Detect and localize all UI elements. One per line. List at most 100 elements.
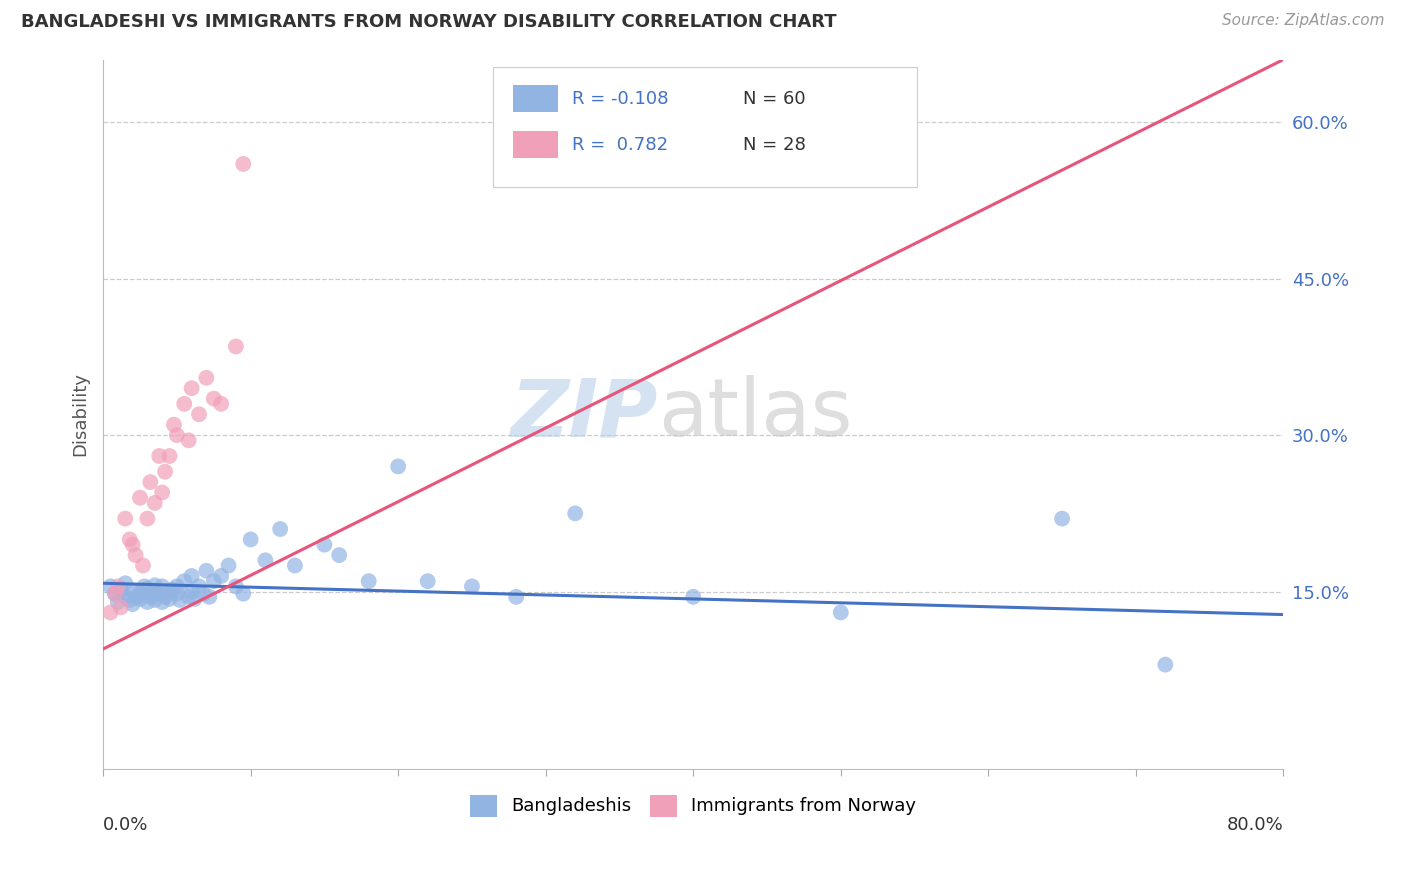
Text: atlas: atlas	[658, 376, 852, 453]
Point	[121, 583, 143, 598]
Point	[150, 595, 173, 609]
Point	[107, 579, 129, 593]
Point	[416, 574, 439, 589]
Point	[121, 597, 143, 611]
Point	[218, 558, 240, 573]
Point	[155, 584, 177, 599]
Point	[134, 579, 156, 593]
Point	[141, 587, 163, 601]
Point	[166, 428, 188, 442]
Point	[114, 576, 136, 591]
Point	[198, 590, 221, 604]
Point	[232, 157, 254, 171]
Point	[110, 600, 132, 615]
Point	[209, 397, 232, 411]
Point	[136, 595, 159, 609]
FancyBboxPatch shape	[492, 67, 918, 187]
Point	[143, 578, 166, 592]
Text: 80.0%: 80.0%	[1226, 816, 1284, 834]
Point	[121, 538, 143, 552]
Point	[505, 590, 527, 604]
Point	[163, 417, 186, 432]
Text: BANGLADESHI VS IMMIGRANTS FROM NORWAY DISABILITY CORRELATION CHART: BANGLADESHI VS IMMIGRANTS FROM NORWAY DI…	[21, 13, 837, 31]
Point	[180, 569, 202, 583]
Text: N = 28: N = 28	[742, 136, 806, 153]
Point	[118, 533, 141, 547]
Point	[124, 548, 146, 562]
Point	[169, 593, 191, 607]
Point	[118, 593, 141, 607]
Text: 0.0%: 0.0%	[103, 816, 149, 834]
Text: R =  0.782: R = 0.782	[572, 136, 668, 153]
Point	[114, 590, 136, 604]
Text: ZIP: ZIP	[510, 376, 658, 453]
Text: N = 60: N = 60	[742, 89, 806, 108]
Point	[100, 579, 122, 593]
Point	[202, 574, 225, 589]
Point	[143, 496, 166, 510]
Point	[136, 582, 159, 596]
Point	[153, 465, 176, 479]
Point	[129, 491, 152, 505]
Point	[209, 569, 232, 583]
Point	[239, 533, 262, 547]
Point	[153, 590, 176, 604]
FancyBboxPatch shape	[513, 131, 558, 158]
Point	[129, 591, 152, 606]
Y-axis label: Disability: Disability	[72, 372, 89, 457]
Point	[159, 449, 181, 463]
Point	[173, 397, 195, 411]
Point	[139, 590, 162, 604]
Point	[254, 553, 277, 567]
Point	[166, 587, 188, 601]
Point	[232, 587, 254, 601]
Point	[202, 392, 225, 406]
Point	[328, 548, 350, 562]
Point	[225, 339, 247, 353]
Point	[1050, 511, 1073, 525]
Point	[682, 590, 704, 604]
FancyBboxPatch shape	[513, 85, 558, 112]
Text: Source: ZipAtlas.com: Source: ZipAtlas.com	[1222, 13, 1385, 29]
Point	[193, 587, 215, 601]
Point	[180, 381, 202, 395]
Point	[183, 591, 205, 606]
Point	[564, 507, 586, 521]
Point	[159, 591, 181, 606]
Point	[1154, 657, 1177, 672]
Point	[357, 574, 380, 589]
Point	[150, 579, 173, 593]
Point	[195, 371, 218, 385]
Point	[132, 558, 155, 573]
Point	[225, 579, 247, 593]
Point	[148, 587, 170, 601]
Point	[136, 511, 159, 525]
Point	[124, 590, 146, 604]
Point	[195, 564, 218, 578]
Point	[114, 511, 136, 525]
Point	[188, 407, 211, 421]
Point	[143, 593, 166, 607]
Point	[139, 475, 162, 489]
Point	[162, 582, 184, 597]
Point	[104, 587, 127, 601]
Point	[150, 485, 173, 500]
Legend: Bangladeshis, Immigrants from Norway: Bangladeshis, Immigrants from Norway	[463, 788, 924, 823]
Point	[132, 587, 155, 601]
Point	[148, 449, 170, 463]
Point	[104, 587, 127, 601]
Point	[269, 522, 291, 536]
Point	[173, 574, 195, 589]
Point	[188, 579, 211, 593]
Point	[129, 584, 152, 599]
Point	[180, 584, 202, 599]
Point	[177, 590, 200, 604]
Point	[177, 434, 200, 448]
Point	[166, 579, 188, 593]
Point	[107, 595, 129, 609]
Point	[110, 582, 132, 597]
Point	[830, 606, 852, 620]
Point	[284, 558, 307, 573]
Point	[314, 538, 336, 552]
Text: R = -0.108: R = -0.108	[572, 89, 668, 108]
